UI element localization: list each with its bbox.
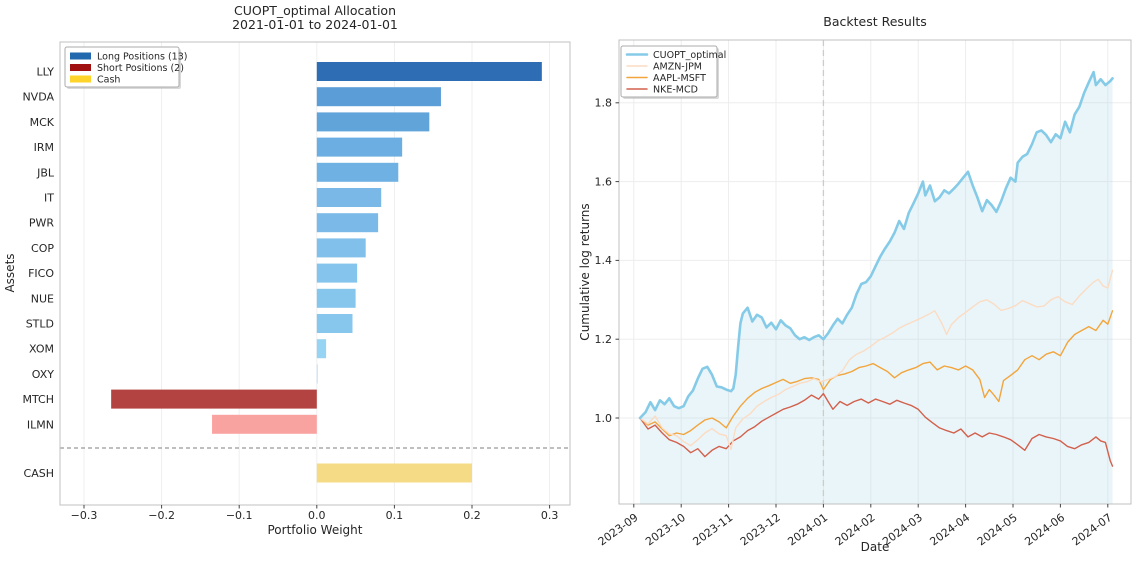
bar-OXY bbox=[316, 364, 318, 384]
ytick-label-OXY: OXY bbox=[32, 368, 54, 381]
bar-IT bbox=[316, 188, 382, 207]
legend-swatch-2 bbox=[70, 64, 91, 71]
series-line-NKE-MCD bbox=[639, 392, 1114, 467]
xtick-label-2024-04: 2024-04 bbox=[928, 511, 973, 549]
xtick-label-2023-11: 2023-11 bbox=[691, 511, 736, 549]
bar-NUE bbox=[316, 288, 356, 308]
legend-label-AAPL-MSFT: AAPL-MSFT bbox=[653, 73, 706, 84]
legend-swatch-1 bbox=[70, 52, 91, 60]
legend-label-3: Cash bbox=[97, 74, 120, 85]
xtick-label: 0.0 bbox=[308, 509, 326, 522]
allocation-ylabel: Assets bbox=[3, 253, 17, 292]
backtest-xlabel: Date bbox=[861, 540, 890, 554]
bar-ILMN bbox=[212, 414, 317, 434]
ytick-label-IRM: IRM bbox=[34, 141, 54, 154]
bar-IRM bbox=[316, 137, 403, 157]
legend-label-CUOPT_optimal: CUOPT_optimal bbox=[653, 50, 726, 61]
legend-box bbox=[620, 45, 718, 98]
xtick-label-2023-12: 2023-12 bbox=[738, 511, 783, 549]
ytick-label: 1.4 bbox=[595, 254, 613, 267]
bar-NVDA bbox=[316, 87, 441, 107]
backtest-title: Backtest Results bbox=[823, 14, 926, 29]
legend-label-1: Long Positions (13) bbox=[97, 51, 187, 62]
series-line-AAPL-MSFT bbox=[639, 310, 1114, 437]
ytick-label-ILMN: ILMN bbox=[27, 418, 54, 431]
legend-label-2: Short Positions (2) bbox=[97, 63, 184, 74]
xtick-label: −0.1 bbox=[226, 509, 253, 522]
legend-box bbox=[64, 46, 180, 88]
ytick-label-NUE: NUE bbox=[31, 292, 54, 305]
ytick-label-PWR: PWR bbox=[29, 217, 55, 230]
bar-XOM bbox=[316, 339, 327, 359]
bar-COP bbox=[316, 238, 366, 258]
xtick-label-2023-09: 2023-09 bbox=[596, 511, 641, 549]
ytick-label-LLY: LLY bbox=[36, 66, 54, 79]
xtick-label: 0.1 bbox=[386, 509, 404, 522]
bar-MCK bbox=[316, 112, 430, 132]
allocation-title: CUOPT_optimal Allocation bbox=[234, 3, 396, 18]
ytick-label-XOM: XOM bbox=[29, 343, 54, 356]
ytick-label: 1.8 bbox=[595, 97, 613, 110]
plot-border bbox=[59, 41, 571, 506]
bar-STLD bbox=[316, 314, 353, 333]
ytick-label-STLD: STLD bbox=[26, 318, 54, 331]
xtick-label: −0.3 bbox=[71, 509, 98, 522]
xtick-label-2024-05: 2024-05 bbox=[975, 511, 1020, 549]
bar-JBL bbox=[316, 162, 399, 182]
ytick-label-JBL: JBL bbox=[36, 166, 55, 179]
backtest-ylabel: Cumulative log returns bbox=[578, 203, 592, 340]
legend-label-AMZN-JPM: AMZN-JPM bbox=[653, 61, 702, 72]
ytick-label-NVDA: NVDA bbox=[22, 91, 54, 104]
plot-border bbox=[618, 39, 1132, 505]
series-line-AMZN-JPM bbox=[639, 269, 1114, 451]
bar-CASH bbox=[316, 463, 472, 483]
legend-label-NKE-MCD: NKE-MCD bbox=[653, 84, 698, 95]
xtick-label-2024-06: 2024-06 bbox=[1022, 511, 1067, 549]
series-line-CUOPT_optimal bbox=[638, 70, 1114, 420]
xtick-label: 0.2 bbox=[463, 509, 481, 522]
ytick-label: 1.2 bbox=[595, 333, 613, 346]
xtick-label-2023-10: 2023-10 bbox=[643, 511, 688, 549]
bar-FICO bbox=[316, 263, 358, 283]
legend-swatch-3 bbox=[70, 75, 91, 83]
allocation-subtitle: 2021-01-01 to 2024-01-01 bbox=[232, 17, 398, 32]
ytick-label-COP: COP bbox=[31, 242, 54, 255]
ytick-label-CASH: CASH bbox=[24, 467, 54, 480]
xtick-label: 0.3 bbox=[541, 509, 559, 522]
xtick-label-2024-07: 2024-07 bbox=[1070, 511, 1115, 549]
ytick-label-IT: IT bbox=[44, 192, 54, 205]
xtick-label: −0.2 bbox=[148, 509, 175, 522]
ytick-label: 1.0 bbox=[595, 412, 613, 425]
ytick-label-FICO: FICO bbox=[28, 267, 54, 280]
ytick-label-MTCH: MTCH bbox=[22, 393, 54, 406]
allocation-xlabel: Portfolio Weight bbox=[268, 523, 363, 537]
bar-MTCH bbox=[111, 389, 317, 409]
ytick-label: 1.6 bbox=[595, 175, 613, 188]
bar-PWR bbox=[316, 213, 379, 233]
ytick-label-MCK: MCK bbox=[30, 116, 55, 129]
backtest-chart: 1.0 1.2 1.4 1.6 1.8 2023-09 2023-10 2023-11 2023… bbox=[595, 39, 1132, 549]
allocation-chart: LLY NVDA MCK IRM JBL IT PWR COP FICO NUE STLD XOM OX… bbox=[22, 41, 571, 522]
bar-LLY bbox=[316, 62, 542, 81]
area-fill-CUOPT_optimal bbox=[640, 72, 1113, 504]
xtick-label-2024-01: 2024-01 bbox=[785, 511, 830, 549]
